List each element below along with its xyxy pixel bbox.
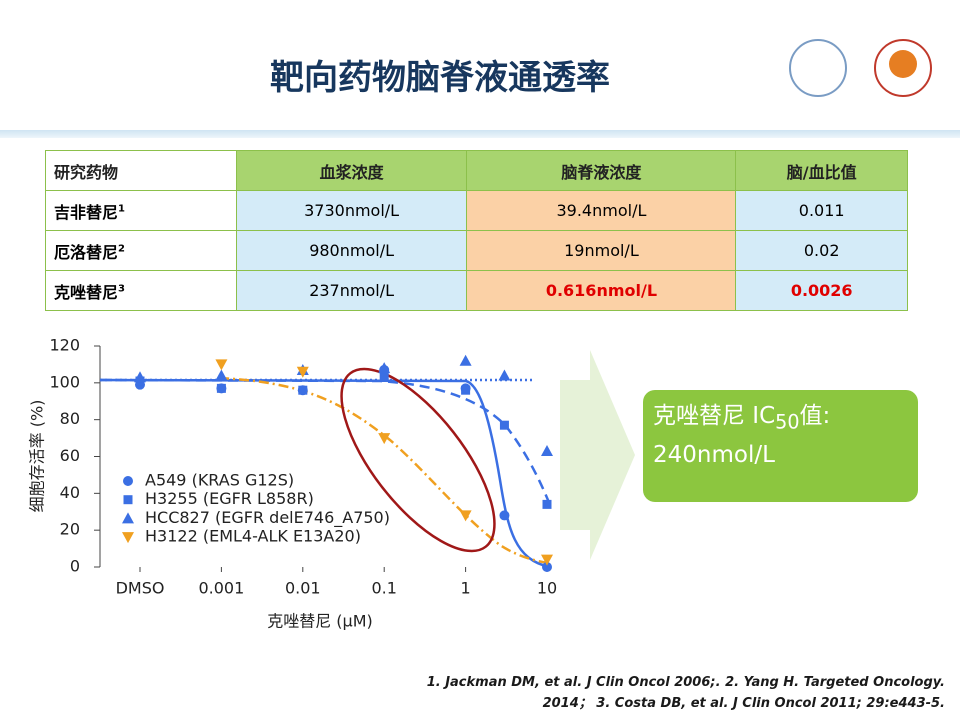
arrow	[560, 350, 635, 560]
y-tick-label: 80	[60, 409, 80, 428]
logo	[789, 39, 847, 97]
callout-sub: 50	[775, 410, 800, 434]
data-point	[134, 371, 146, 383]
data-point	[499, 510, 510, 521]
x-tick-label: 1	[461, 579, 471, 598]
data-point	[215, 369, 228, 381]
cell-text: 0.011	[798, 201, 845, 220]
data-point	[298, 385, 308, 395]
reference: 1	[118, 203, 125, 215]
table-cell: 0.0026	[735, 270, 908, 311]
table-cell: 厄洛替尼2	[45, 230, 237, 271]
data-point	[542, 499, 552, 509]
table-cell: 克唑替尼3	[45, 270, 237, 311]
data-point	[296, 366, 309, 378]
data-point	[379, 372, 389, 382]
legend-marker	[123, 476, 133, 486]
data-point	[378, 433, 391, 445]
callout-box: 克唑替尼 IC50值: 240nmol/L	[643, 390, 918, 502]
x-tick-label: 0.001	[198, 579, 244, 598]
table-cell: 0.02	[735, 230, 908, 271]
data-point	[461, 385, 471, 395]
data-point	[541, 554, 553, 566]
data-point	[542, 562, 552, 572]
cell-text: 980nmol/L	[309, 241, 394, 260]
table-cell: 0.616nmol/L	[466, 270, 737, 311]
callout-value: 240nmol/L	[653, 441, 775, 468]
x-tick-label: 0.01	[285, 579, 321, 598]
data-point	[216, 383, 226, 393]
column-header: 脑/血比值	[735, 150, 908, 191]
cell-text: 厄洛替尼	[54, 242, 119, 262]
legend-label: H3255 (EGFR L858R)	[145, 489, 314, 508]
column-header: 血浆浓度	[235, 150, 468, 191]
legend-marker	[123, 495, 133, 505]
y-tick-label: 60	[60, 446, 80, 465]
data-point	[215, 359, 228, 371]
data-table: 研究药物 血浆浓度 脑脊液浓度 脑/血比值 吉非替尼1 3730nmol/L 39.4nm…	[45, 150, 908, 311]
slide-title: 靶向药物脑脊液通透率	[270, 58, 610, 98]
table-cell: 19nmol/L	[466, 230, 737, 271]
x-tick-label: 10	[537, 579, 557, 598]
table-row: 吉非替尼1 3730nmol/L 39.4nmol/L 0.011	[45, 190, 908, 231]
fit-curve	[99, 378, 551, 569]
x-axis-label: 克唑替尼 (μM)	[267, 612, 373, 631]
cell-text: 0.02	[803, 241, 840, 260]
legend-marker	[122, 512, 134, 524]
highlight-ellipse	[340, 367, 496, 553]
reference: 2	[118, 243, 125, 255]
data-point	[378, 362, 391, 374]
cell-text: 237nmol/L	[309, 281, 394, 300]
logo	[889, 50, 917, 78]
y-tick-label: 100	[49, 372, 80, 391]
header-band	[0, 130, 960, 138]
table-cell: 237nmol/L	[235, 270, 468, 311]
legend-label: A549 (KRAS G12S)	[145, 471, 294, 490]
x-tick-label: DMSO	[116, 579, 165, 598]
y-axis-label: 细胞存活率 (%)	[28, 400, 47, 513]
footnote-line: 2014； 3. Costa DB, et al. J Clin Oncol 2…	[542, 696, 945, 711]
data-point	[459, 510, 472, 522]
cell-text: 3730nmol/L	[304, 201, 400, 220]
data-point	[499, 420, 509, 430]
footnote-line: 1. Jackman DM, et al. J Clin Oncol 2006;…	[426, 675, 945, 690]
y-tick-label: 120	[49, 336, 80, 355]
column-header: 研究药物	[45, 150, 237, 191]
cell-text: 0.616nmol/L	[545, 281, 658, 300]
table-cell: 980nmol/L	[235, 230, 468, 271]
table-cell: 吉非替尼1	[45, 190, 237, 231]
y-tick-label: 40	[60, 483, 80, 502]
table-cell: 3730nmol/L	[235, 190, 468, 231]
cell-text: 克唑替尼	[54, 282, 119, 302]
cell-text: 吉非替尼	[54, 202, 119, 222]
table-cell: 39.4nmol/L	[466, 190, 737, 231]
callout-text: 值:	[799, 403, 831, 429]
y-tick-label: 20	[60, 520, 80, 539]
table-row: 克唑替尼3 237nmol/L 0.616nmol/L 0.0026	[45, 270, 908, 311]
legend-marker	[122, 532, 134, 544]
y-tick-label: 0	[70, 557, 80, 576]
x-tick-label: 0.1	[371, 579, 396, 598]
table-row: 厄洛替尼2 980nmol/L 19nmol/L 0.02	[45, 230, 908, 271]
data-point	[498, 369, 511, 381]
cell-text: 19nmol/L	[564, 241, 639, 260]
callout-text: 克唑替尼 IC	[653, 403, 776, 429]
data-point	[459, 354, 472, 366]
data-point	[541, 444, 553, 456]
table-cell: 0.011	[735, 190, 908, 231]
reference: 3	[118, 283, 125, 295]
column-header: 脑脊液浓度	[466, 150, 737, 191]
legend-label: HCC827 (EGFR delE746_A750)	[145, 508, 390, 528]
table-header: 研究药物 血浆浓度 脑脊液浓度 脑/血比值	[45, 150, 908, 191]
cell-text: 39.4nmol/L	[556, 201, 647, 220]
footnote: 1. Jackman DM, et al. J Clin Oncol 2006;…	[427, 672, 945, 714]
cell-text: 0.0026	[790, 281, 853, 300]
legend-label: H3122 (EML4-ALK E13A20)	[145, 527, 361, 546]
